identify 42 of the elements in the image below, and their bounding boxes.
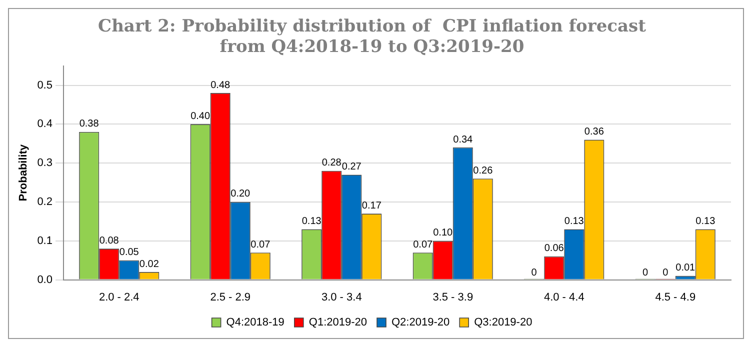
data-label: 0.40 bbox=[190, 110, 210, 122]
legend-label: Q3:2019-20 bbox=[474, 316, 532, 329]
data-label: 0.05 bbox=[119, 247, 140, 258]
chart-title: Chart 2: Probability distribution of CPI inflation forecast from Q4:2018-19 to Q3:2019-20 bbox=[98, 16, 646, 58]
data-label: 0 bbox=[662, 268, 669, 279]
x-tick-label: 3.5 - 3.9 bbox=[432, 291, 474, 304]
data-label: 0 bbox=[642, 268, 649, 279]
data-label: 0.07 bbox=[250, 239, 271, 250]
data-label: 0.36 bbox=[584, 126, 604, 138]
x-tick-label: 4.5 - 4.9 bbox=[655, 291, 696, 304]
y-axis-title: Probability bbox=[18, 143, 30, 202]
data-label: 0.38 bbox=[79, 118, 100, 130]
data-label: 0.48 bbox=[210, 80, 231, 91]
data-label: 0.10 bbox=[433, 228, 454, 239]
data-label: 0.17 bbox=[362, 200, 382, 212]
data-label: 0.28 bbox=[322, 158, 342, 169]
data-label: 0.13 bbox=[564, 216, 584, 227]
legend-label: Q1:2019-20 bbox=[308, 316, 368, 329]
legend-label: Q2:2019-20 bbox=[392, 316, 450, 329]
y-tick-label: 0.1 bbox=[37, 234, 52, 247]
y-tick-label: 0.5 bbox=[37, 79, 52, 92]
data-label: 0.13 bbox=[696, 216, 716, 227]
y-tick-label: 0.2 bbox=[37, 196, 52, 208]
x-tick-label: 2.0 - 2.4 bbox=[98, 291, 140, 304]
data-label: 0.26 bbox=[473, 165, 494, 176]
data-label: 0.27 bbox=[342, 161, 362, 172]
x-tick-label: 4.0 - 4.4 bbox=[544, 291, 584, 304]
data-label: 0.08 bbox=[99, 235, 120, 246]
data-label: 0.01 bbox=[676, 262, 696, 274]
data-label: 0.02 bbox=[139, 258, 160, 270]
legend-label: Q4:2018-19 bbox=[226, 316, 284, 329]
y-tick-label: 0.3 bbox=[37, 157, 52, 170]
x-tick-label: 3.0 - 3.4 bbox=[321, 291, 362, 304]
data-label: 0.20 bbox=[230, 188, 251, 200]
data-label: 0 bbox=[531, 268, 538, 279]
data-label: 0.07 bbox=[413, 239, 433, 250]
y-tick-label: 0.4 bbox=[37, 118, 52, 130]
y-tick-label: 0.0 bbox=[37, 274, 52, 286]
x-tick-label: 2.5 - 2.9 bbox=[210, 291, 251, 304]
data-label: 0.34 bbox=[453, 134, 474, 146]
data-label: 0.06 bbox=[544, 243, 564, 254]
data-label: 0.13 bbox=[302, 216, 322, 227]
